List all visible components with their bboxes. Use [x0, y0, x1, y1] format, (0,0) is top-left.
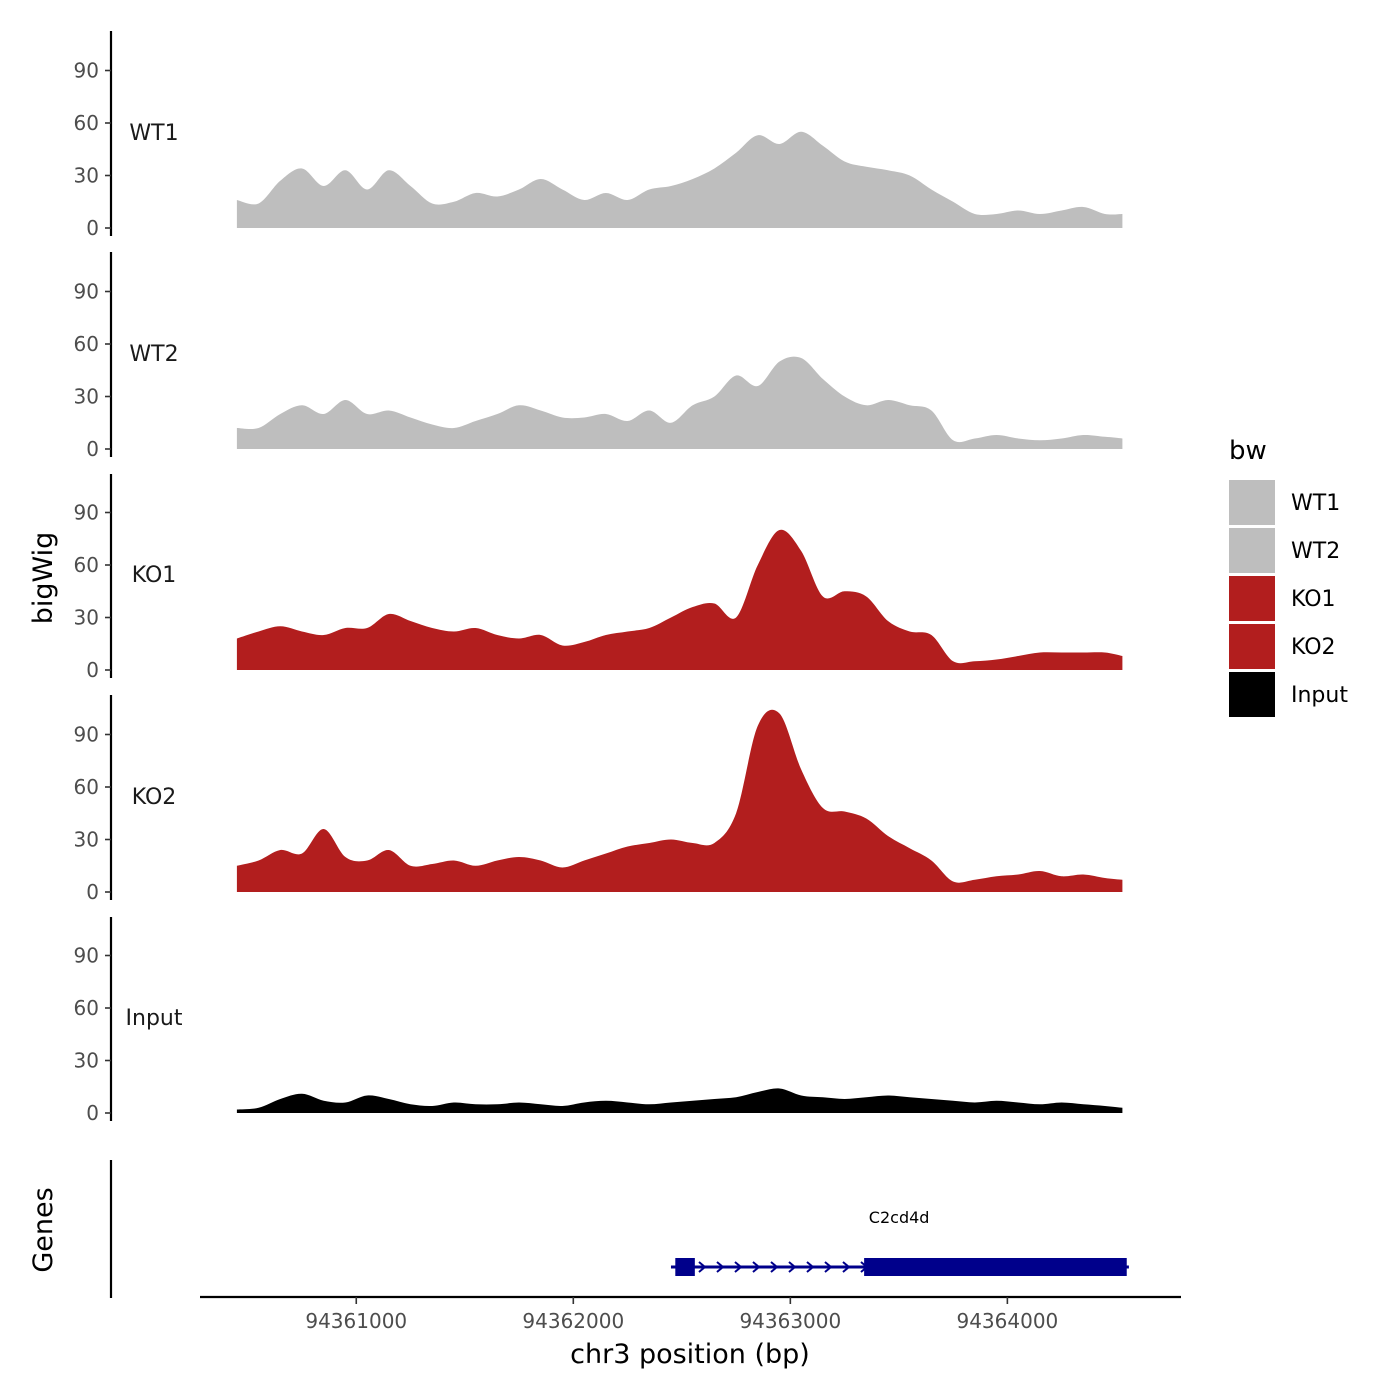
y-tick-label: 30	[74, 606, 99, 630]
y-tick-label: 90	[74, 944, 99, 968]
y-tick-label: 0	[86, 1101, 99, 1125]
legend-label-wt2: WT2	[1291, 539, 1340, 564]
strand-arrow	[788, 1261, 797, 1273]
y-tick-label: 90	[74, 501, 99, 525]
y-tick-label: 90	[74, 280, 99, 304]
strand-arrow	[752, 1261, 761, 1273]
track-label-input: Input	[126, 1006, 183, 1031]
y-tick-label: 0	[86, 437, 99, 461]
x-tick-label: 94364000	[956, 1309, 1058, 1333]
signal-area-ko1	[236, 529, 1123, 670]
strand-arrow	[806, 1261, 815, 1273]
y-tick-label: 90	[74, 723, 99, 747]
track-panel-ko2: 0 30 60 90 KO2	[74, 695, 1123, 904]
track-label-ko1: KO1	[132, 563, 177, 588]
strand-arrow	[824, 1261, 833, 1273]
y-tick-label: 30	[74, 828, 99, 852]
x-axis-title: chr3 position (bp)	[570, 1339, 810, 1370]
track-label-wt2: WT2	[129, 342, 178, 367]
legend-label-wt1: WT1	[1291, 491, 1340, 516]
track-panel-ko1: 0 30 60 90 KO1	[74, 474, 1123, 682]
y-tick-label: 90	[74, 59, 99, 83]
strand-arrow	[842, 1261, 851, 1273]
y-tick-label: 0	[86, 880, 99, 904]
y-tick-label: 0	[86, 216, 99, 240]
y-tick-label: 0	[86, 658, 99, 682]
track-label-wt1: WT1	[129, 121, 178, 146]
strand-arrow	[716, 1261, 725, 1273]
track-panel-input: 0 30 60 90 Input	[74, 917, 1123, 1125]
gene-exon-1	[675, 1258, 695, 1276]
legend-key-ko2	[1229, 624, 1275, 669]
legend: bw WT1 WT2 KO1 KO2 Input	[1229, 436, 1348, 717]
signal-area-wt2	[236, 356, 1123, 449]
x-tick-label: 94362000	[522, 1309, 624, 1333]
gene-name-label: C2cd4d	[869, 1208, 930, 1227]
y-tick-label: 30	[74, 1049, 99, 1073]
x-axis: 94361000 94362000 94363000 94364000	[200, 1295, 1181, 1333]
legend-key-wt2	[1229, 528, 1275, 573]
legend-title: bw	[1229, 436, 1267, 466]
legend-key-ko1	[1229, 576, 1275, 621]
y-tick-label: 60	[74, 111, 99, 135]
legend-key-wt1	[1229, 480, 1275, 525]
track-label-ko2: KO2	[132, 785, 177, 810]
signal-area-wt1	[236, 131, 1123, 228]
y-axis-title: bigWig	[28, 532, 59, 625]
y-tick-label: 60	[74, 775, 99, 799]
legend-label-input: Input	[1291, 683, 1348, 708]
y-tick-label: 30	[74, 164, 99, 188]
y-tick-label: 60	[74, 332, 99, 356]
gene-exon-2	[864, 1258, 1127, 1276]
y-tick-label: 60	[74, 553, 99, 577]
x-tick-label: 94363000	[739, 1309, 841, 1333]
genes-axis-title: Genes	[28, 1187, 59, 1272]
strand-arrow	[698, 1261, 707, 1273]
legend-key-input	[1229, 672, 1275, 717]
legend-label-ko1: KO1	[1291, 587, 1336, 612]
legend-label-ko2: KO2	[1291, 635, 1336, 660]
y-tick-label: 30	[74, 385, 99, 409]
strand-arrow	[770, 1261, 779, 1273]
x-tick-label: 94361000	[305, 1309, 407, 1333]
track-panels: 0 30 60 90 WT1 0 30 60 90 WT2 0 30 60 90 KO1 0 30 60 90 KO2…	[74, 31, 1123, 1125]
strand-arrow	[734, 1261, 743, 1273]
track-panel-wt2: 0 30 60 90 WT2	[74, 252, 1123, 461]
signal-area-ko2	[236, 709, 1123, 892]
y-tick-label: 60	[74, 996, 99, 1020]
track-panel-wt1: 0 30 60 90 WT1	[74, 31, 1123, 240]
gene-panel: C2cd4d	[109, 1160, 1129, 1298]
signal-area-input	[236, 1088, 1123, 1113]
